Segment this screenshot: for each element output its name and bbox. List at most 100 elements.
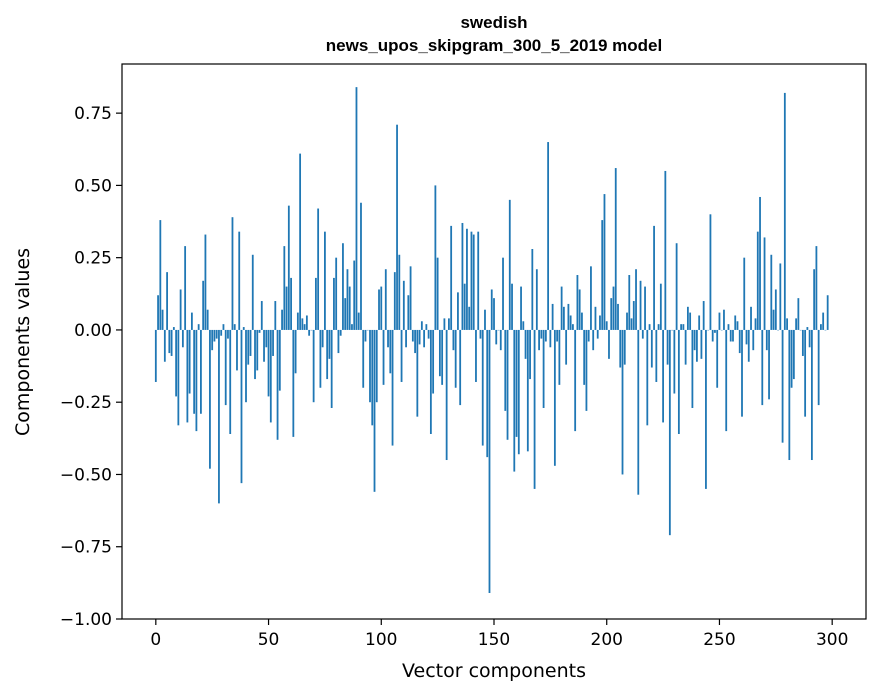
bar xyxy=(211,329,214,351)
bar xyxy=(200,329,202,414)
bar xyxy=(267,329,270,397)
bar xyxy=(619,329,622,368)
bar xyxy=(684,329,687,365)
bar xyxy=(333,277,335,330)
bar xyxy=(351,324,353,330)
bar xyxy=(648,324,651,330)
bar xyxy=(696,329,698,362)
bar xyxy=(650,329,653,368)
x-tick-label: 50 xyxy=(258,630,280,650)
bar xyxy=(296,312,299,330)
bar xyxy=(551,303,554,330)
y-tick-label: 0.25 xyxy=(74,249,112,269)
bar xyxy=(806,327,809,330)
bar xyxy=(499,329,502,351)
y-tick-label: −0.25 xyxy=(60,393,112,413)
bar xyxy=(797,298,800,330)
bar xyxy=(436,257,439,330)
bar xyxy=(213,329,216,342)
bar xyxy=(723,309,725,330)
bar xyxy=(256,329,259,371)
bar xyxy=(581,312,583,330)
bar xyxy=(565,329,568,365)
bar xyxy=(542,329,545,408)
bar xyxy=(409,266,412,330)
bar xyxy=(617,303,619,330)
bar xyxy=(353,260,356,330)
bar xyxy=(714,329,716,333)
bar xyxy=(585,329,588,411)
bar xyxy=(342,243,344,330)
bar xyxy=(161,309,164,330)
bar xyxy=(168,329,171,354)
bar xyxy=(576,275,579,330)
bar xyxy=(531,249,534,330)
bar xyxy=(587,329,590,342)
bar xyxy=(204,234,207,330)
bar xyxy=(475,329,477,382)
bar xyxy=(567,303,570,330)
bar xyxy=(686,306,689,330)
bar xyxy=(402,280,405,330)
bar xyxy=(675,243,678,330)
bar xyxy=(330,329,333,408)
bar xyxy=(454,329,457,388)
bar xyxy=(463,283,466,330)
bar xyxy=(810,329,813,461)
bar xyxy=(788,329,791,461)
bar xyxy=(391,329,394,446)
bar xyxy=(254,329,256,380)
bar xyxy=(240,329,243,484)
bar xyxy=(668,329,671,536)
bar xyxy=(348,286,351,330)
bar xyxy=(601,220,604,330)
bar xyxy=(477,231,480,330)
bar xyxy=(281,309,283,330)
bar xyxy=(427,329,430,339)
bar xyxy=(177,329,180,426)
plot-frame xyxy=(121,63,867,620)
bar xyxy=(495,329,498,345)
bar xyxy=(608,329,610,359)
bar xyxy=(486,329,489,458)
bar xyxy=(263,329,265,362)
bar xyxy=(278,329,281,391)
bar xyxy=(314,277,317,330)
chart-title-line-2: news_upos_skipgram_300_5_2019 model xyxy=(326,36,662,55)
bar xyxy=(822,312,825,330)
bar xyxy=(420,321,423,330)
bar xyxy=(612,286,615,330)
bar xyxy=(378,289,380,330)
bar xyxy=(170,329,173,356)
bar xyxy=(197,324,200,330)
bar xyxy=(750,306,752,330)
bar xyxy=(562,306,565,330)
bar xyxy=(641,329,644,339)
bar xyxy=(792,329,795,380)
bar xyxy=(513,329,516,472)
y-tick-label: −1.00 xyxy=(60,610,112,630)
bar xyxy=(387,329,389,348)
bar xyxy=(245,329,247,403)
bar xyxy=(583,329,586,385)
bar xyxy=(754,318,757,330)
bar xyxy=(743,257,746,330)
bar xyxy=(321,329,324,348)
x-tick-label: 250 xyxy=(703,630,735,650)
bar xyxy=(299,153,302,330)
bar xyxy=(549,329,552,348)
bar xyxy=(526,329,529,452)
bar xyxy=(657,324,660,330)
bar xyxy=(484,309,486,330)
bar xyxy=(375,329,378,403)
bar xyxy=(603,194,606,330)
bar xyxy=(294,329,297,374)
bar xyxy=(305,315,308,330)
bar xyxy=(502,257,504,330)
bar xyxy=(414,329,416,354)
bar xyxy=(283,246,286,330)
bar xyxy=(360,202,362,330)
bar xyxy=(186,329,189,423)
x-axis-label: Vector components xyxy=(402,660,586,682)
bar xyxy=(362,329,365,388)
